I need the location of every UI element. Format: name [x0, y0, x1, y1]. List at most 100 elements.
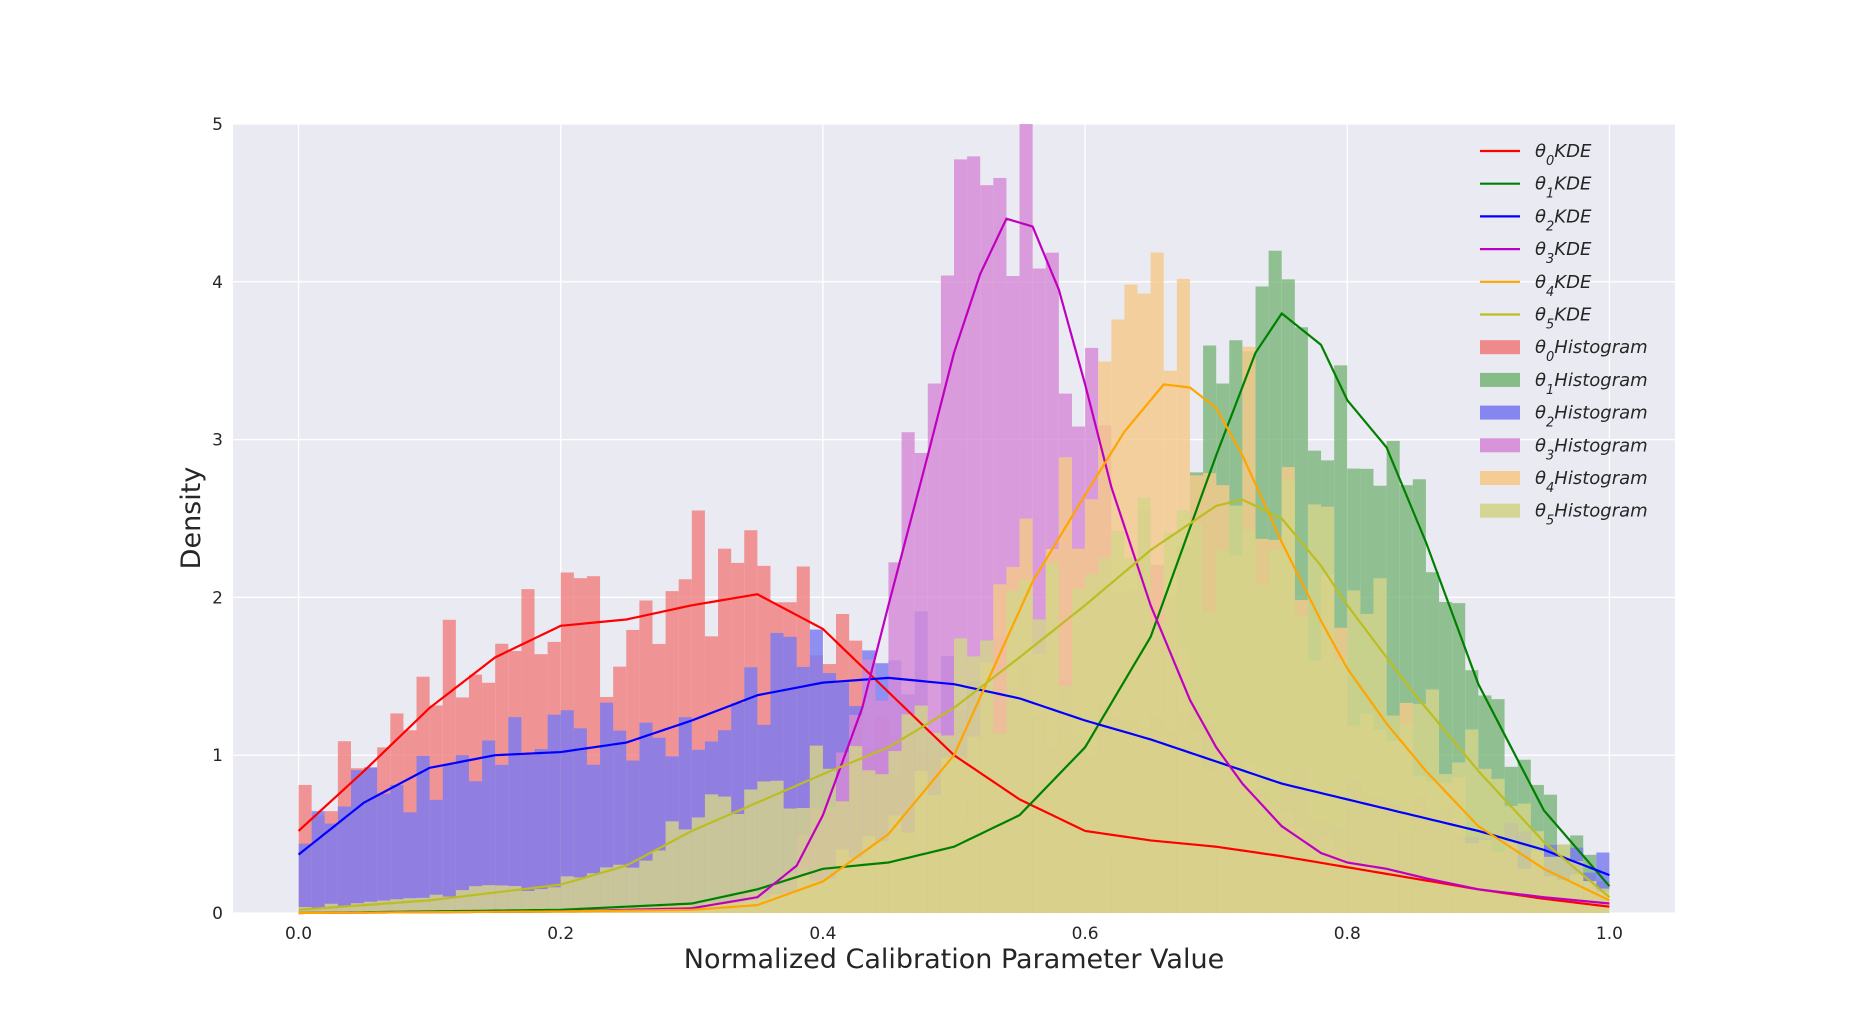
histogram-bar [1530, 831, 1544, 913]
histogram-bar [1058, 685, 1072, 913]
histogram-bar [403, 812, 417, 913]
y-tick-label: 3 [212, 431, 223, 451]
histogram-bar [1085, 574, 1099, 913]
histogram-bar [1543, 856, 1558, 913]
histogram-bar [639, 860, 653, 913]
histogram-bar [573, 877, 587, 913]
histogram-bar [311, 811, 325, 913]
histogram-bar [482, 885, 496, 913]
histogram-bar [757, 781, 771, 913]
histogram-bar [1216, 550, 1230, 913]
kde-line-theta1 [298, 312, 1611, 915]
histogram-bar [770, 780, 784, 913]
histogram-bar [1019, 579, 1033, 913]
kde-line-theta2 [297, 676, 1610, 877]
histogram-bar [1045, 562, 1059, 913]
kde-layer [297, 217, 1611, 915]
histogram-bar [1399, 723, 1413, 913]
histogram-bar [600, 867, 614, 913]
histogram-bar [1412, 703, 1426, 913]
histogram-bar [678, 829, 692, 913]
histogram-bar [1006, 590, 1020, 913]
histogram-bar [718, 796, 732, 913]
y-tick-label: 1 [212, 746, 223, 766]
histogram-bar [940, 735, 954, 913]
histogram-bar [1334, 659, 1348, 913]
histogram-bar [337, 906, 351, 913]
histogram-bar [521, 754, 535, 913]
histogram-bar [691, 817, 705, 913]
histogram-bar [495, 764, 509, 913]
histogram-bar [1373, 578, 1387, 913]
histogram-bar [875, 774, 889, 913]
histogram-bar [862, 770, 876, 913]
histogram-bar [468, 886, 483, 913]
histogram-bar [442, 896, 456, 913]
histogram-bar [298, 843, 312, 913]
legend-label: θ4Histogram [1535, 468, 1648, 496]
kde-line-theta4 [298, 383, 1610, 915]
histogram-bar [534, 749, 548, 913]
y-tick-label: 5 [212, 115, 223, 135]
histogram-bar [324, 823, 338, 913]
histogram-bar [1491, 778, 1505, 913]
histogram-bar [560, 710, 574, 913]
y-tick-labels: 0 1 2 3 4 5 [212, 115, 223, 924]
histogram-bar [1465, 729, 1479, 913]
x-tick-label: 0.8 [1334, 924, 1361, 944]
legend-swatch-histogram [1480, 340, 1520, 355]
histogram-bar [1189, 523, 1204, 913]
histogram-bar [455, 755, 469, 913]
legend-swatch-histogram [1480, 438, 1520, 453]
histogram-bar [888, 751, 902, 913]
histogram-bar [600, 702, 614, 913]
histogram-bar [468, 781, 483, 913]
histogram-bar [1360, 613, 1374, 913]
y-axis-title: Density [176, 467, 207, 570]
histogram-bar [744, 789, 758, 913]
histogram-bar [311, 908, 325, 913]
histogram-bar [1229, 505, 1243, 913]
histogram-bar [1176, 510, 1190, 913]
histogram-bar [1504, 805, 1518, 913]
histogram-bar [495, 885, 509, 913]
histogram-bar [350, 903, 365, 913]
legend-swatch-histogram [1480, 471, 1520, 485]
histogram-bar [822, 768, 837, 913]
histogram-bar [1268, 550, 1282, 913]
y-tick-label: 2 [212, 588, 223, 608]
histogram-bar [626, 867, 640, 913]
histogram-bar [1452, 762, 1466, 913]
histogram-bar [534, 889, 548, 913]
legend-swatch-histogram [1480, 405, 1520, 420]
histogram-bar [1032, 619, 1046, 913]
histogram-bar [1281, 480, 1295, 913]
histogram-bar [508, 886, 522, 913]
x-tick-label: 0.4 [809, 924, 836, 944]
histogram-bar [665, 821, 679, 913]
histogram-bar [442, 764, 456, 913]
histogram-bar [731, 813, 745, 913]
histogram-bar [1439, 774, 1453, 913]
histogram-bar [508, 717, 522, 913]
histogram-bar [1386, 715, 1400, 913]
histogram-bar [1111, 531, 1125, 913]
kde-line-theta5 [298, 498, 1611, 911]
histogram-bar [482, 740, 496, 913]
histogram-bar [914, 705, 928, 913]
histogram-theta5 [298, 480, 1610, 913]
histogram-bar [849, 746, 863, 913]
histogram-bar [1478, 768, 1492, 913]
histogram-bar [547, 887, 561, 913]
histogram-bar [337, 806, 351, 913]
histogram-bar [1321, 506, 1335, 913]
histogram-bar [1163, 532, 1177, 913]
y-tick-label: 4 [212, 273, 223, 293]
histogram-bar [1203, 611, 1217, 913]
x-tick-labels: 0.0 0.2 0.4 0.6 0.8 1.0 [285, 924, 1623, 944]
histogram-bar [1098, 557, 1112, 913]
histogram-bar [1242, 529, 1256, 913]
y-tick-label: 0 [212, 904, 223, 924]
histogram-bar [704, 794, 719, 913]
legend-swatch-histogram [1480, 372, 1520, 387]
